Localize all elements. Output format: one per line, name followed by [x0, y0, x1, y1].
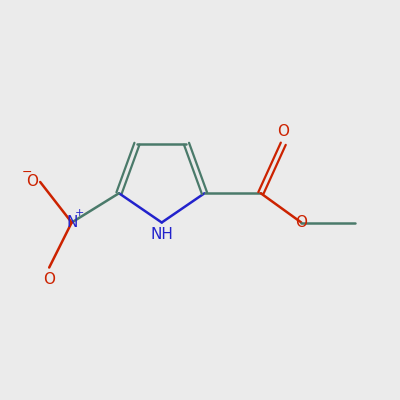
Text: NH: NH — [150, 227, 173, 242]
Text: −: − — [22, 166, 32, 178]
Text: +: + — [75, 208, 84, 218]
Text: N: N — [66, 215, 77, 230]
Text: O: O — [26, 174, 38, 190]
Text: O: O — [295, 215, 307, 230]
Text: O: O — [277, 124, 289, 139]
Text: O: O — [43, 272, 55, 287]
